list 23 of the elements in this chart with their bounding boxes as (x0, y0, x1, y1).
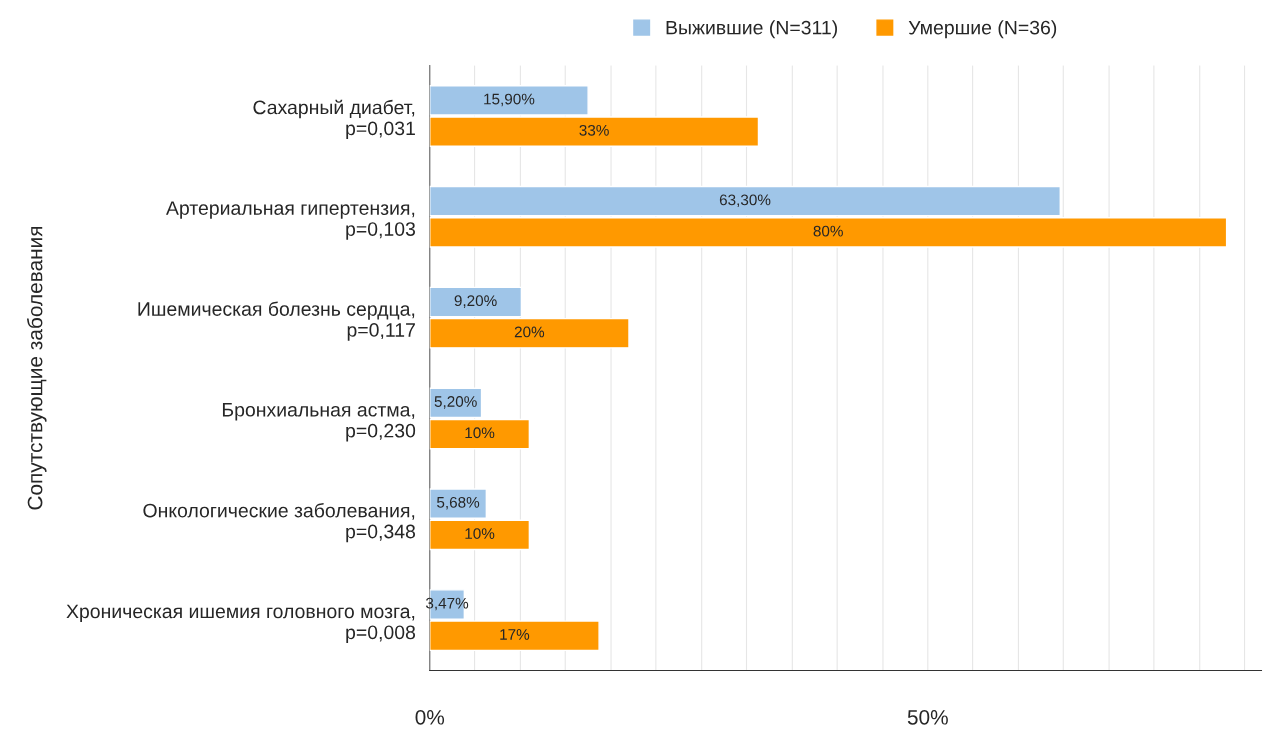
x-tick-label: 0% (415, 709, 445, 725)
data-label: 10% (465, 528, 495, 539)
data-label: 9,20% (454, 295, 497, 308)
legend-label: Умершие (N=36) (908, 20, 1057, 39)
y-tick-label: Бронхиальная астма, p=0,230 (222, 403, 416, 442)
data-label: 20% (514, 326, 545, 338)
y-tick-label: Хроническая ишемия головного мозга, p=0,008 (66, 604, 416, 644)
data-label: 15,90% (484, 93, 535, 107)
x-tick-label: 50% (907, 709, 948, 725)
data-label: 17% (500, 629, 530, 640)
data-label: 10% (465, 427, 495, 439)
data-label: 33% (579, 124, 609, 136)
y-tick-label: Ишемическая болезнь сердца, p=0,117 (138, 301, 415, 341)
data-label: 80% (813, 225, 843, 237)
y-tick-label: Сахарный диабет, p=0,031 (253, 99, 415, 140)
data-label: 5,68% (437, 496, 480, 510)
y-tick-label: Онкологические заболевания, p=0,348 (143, 502, 416, 543)
y-axis-title: Сопутствующие заболевания (26, 226, 47, 510)
data-label: 5,20% (434, 396, 477, 409)
data-label: 3,47% (425, 597, 469, 611)
y-tick-label: Артериальная гипертензия, p=0,103 (166, 201, 416, 240)
data-label: 63,30% (719, 194, 771, 208)
legend-label: Выжившие (N=311) (666, 20, 837, 39)
